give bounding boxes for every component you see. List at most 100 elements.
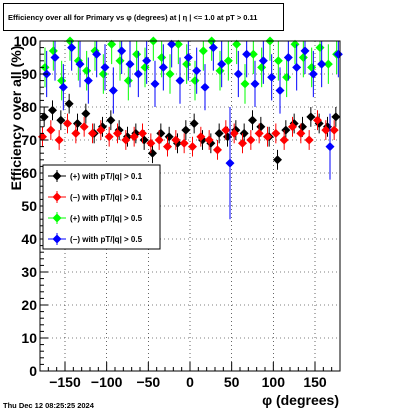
data-point: [58, 82, 68, 92]
data-point: [63, 119, 72, 128]
data-point: [154, 135, 164, 145]
data-point: [281, 125, 291, 135]
data-point: [275, 86, 285, 95]
x-axis-label: φ (degrees): [262, 392, 339, 408]
data-point: [139, 135, 149, 145]
data-point: [54, 135, 64, 145]
data-point: [75, 59, 85, 69]
data-point: [79, 122, 89, 132]
data-point: [64, 99, 74, 109]
x-tick-label: 0: [186, 374, 194, 390]
data-point: [307, 62, 317, 72]
data-point: [100, 62, 110, 72]
data-point: [233, 69, 243, 79]
x-tick-label: 150: [303, 374, 327, 390]
data-point: [167, 39, 177, 49]
data-point: [242, 49, 252, 59]
data-point: [298, 53, 308, 62]
data-point: [92, 49, 102, 59]
data-point: [181, 125, 191, 135]
data-point: [213, 145, 222, 155]
y-tick-label: 40: [21, 231, 37, 247]
data-point: [129, 132, 139, 142]
data-point: [132, 49, 142, 59]
data-point: [182, 59, 192, 69]
data-point: [189, 119, 199, 128]
data-point: [208, 43, 218, 53]
data-point: [83, 76, 93, 86]
legend-marker: [52, 213, 62, 223]
data-point: [308, 69, 318, 79]
data-point: [325, 142, 335, 152]
series-layer: [38, 36, 343, 220]
series-3: [42, 39, 343, 220]
data-point: [192, 66, 202, 76]
y-tick-label: 10: [21, 330, 37, 346]
data-point: [204, 135, 214, 145]
legend-label: (+) with pT/|q| > 0.1: [70, 172, 143, 181]
data-point: [81, 109, 91, 119]
data-point: [214, 128, 224, 138]
data-point: [123, 76, 133, 86]
data-point: [288, 122, 297, 132]
data-point: [217, 59, 227, 69]
y-tick-label: 20: [21, 297, 37, 313]
data-point: [317, 59, 327, 69]
y-tick-label: 0: [29, 363, 37, 379]
data-point: [282, 72, 292, 82]
data-point: [271, 128, 281, 138]
data-point: [290, 39, 300, 49]
legend-entry: (+) with pT/|q| > 0.5: [48, 212, 143, 224]
data-point: [246, 135, 256, 145]
data-point: [138, 128, 147, 138]
x-tick-label: −150: [49, 374, 81, 390]
data-point: [57, 76, 67, 86]
data-point: [50, 53, 60, 62]
data-point: [315, 43, 325, 53]
data-point: [183, 53, 193, 62]
data-point: [40, 62, 50, 72]
y-tick-label: 60: [21, 165, 37, 181]
data-point: [248, 49, 258, 59]
data-point: [225, 158, 235, 168]
timestamp: Thu Dec 12 08:25:25 2024: [3, 401, 94, 410]
y-tick-label: 70: [21, 132, 37, 148]
legend-box: [42, 164, 161, 250]
data-point: [171, 135, 181, 145]
data-point: [200, 82, 210, 92]
series-1: [38, 110, 339, 160]
data-point: [71, 128, 81, 138]
data-point: [121, 135, 131, 145]
legend-label: (+) with pT/|q| > 0.5: [70, 214, 143, 223]
data-point: [117, 46, 127, 56]
data-point: [113, 128, 122, 138]
data-point: [106, 115, 116, 125]
data-point: [279, 135, 289, 145]
data-point: [67, 43, 77, 53]
data-point: [329, 125, 339, 135]
data-point: [331, 112, 341, 122]
data-point: [215, 66, 225, 76]
data-point: [108, 86, 118, 95]
data-point: [146, 138, 156, 148]
legend-label: (−) with pT/|q| > 0.5: [70, 235, 143, 244]
data-point: [321, 125, 331, 135]
data-point: [56, 115, 66, 125]
data-point: [165, 69, 175, 79]
data-point: [157, 53, 167, 62]
data-point: [98, 69, 108, 79]
data-point: [267, 72, 277, 82]
y-tick-label: 50: [21, 198, 37, 214]
data-point: [257, 62, 267, 72]
legend: (+) with pT/|q| > 0.1 (−) with pT/|q| > 0…: [42, 164, 161, 250]
data-point: [333, 49, 343, 59]
y-tick-label: 90: [21, 66, 37, 82]
legend-marker: [52, 234, 62, 244]
data-point: [254, 128, 264, 138]
legend-entry: (+) with pT/|q| > 0.1: [48, 170, 143, 182]
data-point: [188, 142, 197, 152]
data-point: [313, 115, 322, 125]
data-point: [298, 122, 307, 132]
data-point: [198, 46, 208, 56]
